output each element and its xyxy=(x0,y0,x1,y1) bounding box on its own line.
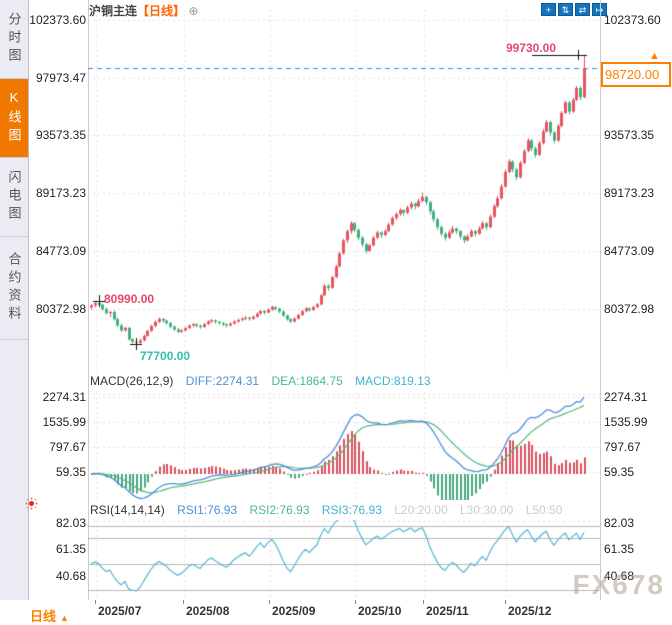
sidebar-tab-time-chart[interactable]: 分时图 xyxy=(0,0,28,79)
month-label: 2025/08 xyxy=(186,604,230,618)
macd-axis-label: 1535.99 xyxy=(42,415,86,429)
axis-tick xyxy=(423,600,424,604)
price-axis-label: 102373.60 xyxy=(29,13,86,27)
axis-tick xyxy=(505,600,506,604)
month-label: 2025/12 xyxy=(508,604,552,618)
rsi-axis-label: 61.35 xyxy=(55,542,86,556)
rsi-readout-row: RSI(14,14,14) RSI1:76.93 RSI2:76.93 RSI3… xyxy=(90,503,571,517)
price-axis-label: 102373.60 xyxy=(604,13,661,27)
price-alert-pennant-icon: ▲ xyxy=(649,50,660,62)
month-label: 2025/09 xyxy=(272,604,316,618)
price-axis-label: 97973.47 xyxy=(35,71,86,85)
flash-indicator-icon xyxy=(29,501,34,506)
axis-tick xyxy=(355,600,356,604)
sidebar-tab-kline-chart[interactable]: K线图 xyxy=(0,79,28,158)
rsi-axis-label: 82.03 xyxy=(604,516,635,530)
axis-tick xyxy=(95,600,96,604)
price-axis-label: 84773.09 xyxy=(604,244,655,258)
period-label: 日线 xyxy=(30,609,57,624)
axis-tick xyxy=(183,600,184,604)
macd-axis-label: 2274.31 xyxy=(42,390,86,404)
last-price-tag: 98720.00 xyxy=(601,62,671,87)
month-label: 2025/11 xyxy=(426,604,469,618)
watermark: FX678 xyxy=(572,569,665,600)
rsi-l50-value: L50:50 xyxy=(525,503,563,517)
price-axis-label: 84773.09 xyxy=(35,244,86,258)
rsi-l20-value: L20:20.00 xyxy=(394,503,448,517)
price-axis-label: 93573.35 xyxy=(604,128,655,142)
plot-right-border xyxy=(600,0,601,600)
axis-tick xyxy=(269,600,270,604)
macd-axis-label: 797.67 xyxy=(604,440,641,454)
chevron-up-icon: ▲ xyxy=(60,613,69,623)
rsi-l30-value: L30:30.00 xyxy=(459,503,514,517)
macd-indicator-label: MACD(26,12,9) xyxy=(90,374,174,388)
period-selector[interactable]: 日线 ▲ xyxy=(30,606,69,625)
price-axis-label: 89173.23 xyxy=(604,186,655,200)
price-axis-label: 89173.23 xyxy=(35,186,86,200)
macd-axis-label: 59.35 xyxy=(55,465,86,479)
rsi-axis-label: 61.35 xyxy=(604,542,635,556)
rsi3-value: RSI3:76.93 xyxy=(321,503,382,517)
macd-dea-value: DEA:1864.75 xyxy=(271,374,343,388)
macd-axis-label: 1535.99 xyxy=(604,415,648,429)
rsi1-value: RSI1:76.93 xyxy=(177,503,238,517)
bottom-bar: 日线 ▲ 2025/07 2025/08 2025/09 2025/10 2025… xyxy=(0,600,672,625)
rsi-axis-label: 40.68 xyxy=(604,569,635,583)
sidebar-tab-contract-info[interactable]: 合约资料 xyxy=(0,237,28,340)
macd-macd-value: MACD:819.13 xyxy=(355,374,431,388)
rsi-axis-label: 82.03 xyxy=(55,516,86,530)
macd-readout-row: MACD(26,12,9) DIFF:2274.31 DEA:1864.75 M… xyxy=(90,374,440,388)
macd-axis-label: 59.35 xyxy=(604,465,635,479)
macd-axis-label: 797.67 xyxy=(49,440,86,454)
sidebar-tab-lightning-chart[interactable]: 闪电图 xyxy=(0,158,28,237)
price-axis-label: 80372.98 xyxy=(35,302,86,316)
rsi2-value: RSI2:76.93 xyxy=(249,503,310,517)
macd-chart[interactable] xyxy=(88,392,600,500)
price-axis-label: 93573.35 xyxy=(35,128,86,142)
rsi-chart[interactable] xyxy=(88,520,600,600)
month-label: 2025/10 xyxy=(358,604,402,618)
rsi-indicator-label: RSI(14,14,14) xyxy=(90,503,165,517)
price-axis-label: 80372.98 xyxy=(604,302,655,316)
macd-diff-value: DIFF:2274.31 xyxy=(185,374,260,388)
candlestick-chart[interactable] xyxy=(88,10,600,372)
rsi-axis-label: 40.68 xyxy=(55,569,86,583)
sidebar: 分时图 K线图 闪电图 合约资料 xyxy=(0,0,29,625)
month-label: 2025/07 xyxy=(98,604,142,618)
macd-axis-label: 2274.31 xyxy=(604,390,648,404)
